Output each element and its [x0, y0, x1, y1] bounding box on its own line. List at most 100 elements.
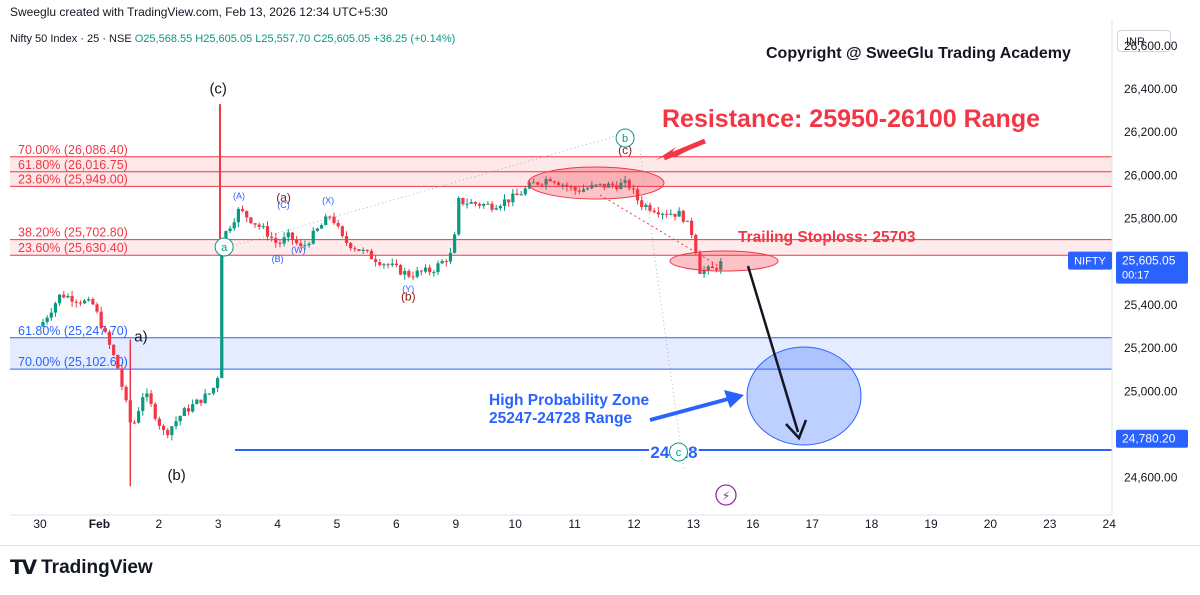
wave-circle — [214, 237, 234, 257]
candle-body — [74, 301, 78, 303]
candle-body — [407, 271, 411, 277]
target-price-label: 24,780.20 — [1122, 432, 1176, 446]
candle-body — [710, 266, 715, 269]
tv-logo-icon: 𝗧𝗩 — [10, 557, 37, 579]
candle-body — [685, 220, 690, 222]
candle-body — [665, 213, 669, 215]
candle-body — [349, 242, 353, 249]
candle-body — [477, 203, 482, 206]
candle-body — [195, 399, 199, 405]
candle-body — [681, 210, 685, 222]
resistance-arrow-shaft — [663, 138, 706, 161]
countdown-label: 00:17 — [1122, 270, 1150, 282]
wave-circle — [615, 128, 635, 148]
candle-body — [374, 259, 378, 263]
candle-body — [590, 184, 594, 189]
candle-body — [648, 204, 652, 211]
candle-body — [224, 231, 228, 243]
candle-body — [606, 183, 611, 188]
candle-body — [706, 266, 710, 270]
candle-body — [240, 208, 245, 211]
projection-dotted-line — [639, 149, 685, 471]
x-tick-label: 19 — [924, 517, 938, 531]
y-tick-label: 26,400.00 — [1124, 82, 1178, 96]
y-tick-label: 25,400.00 — [1124, 298, 1178, 312]
candle-body — [265, 226, 270, 237]
target-price-tag — [1116, 429, 1188, 448]
wave-label: (Y) — [402, 284, 414, 294]
wave-label: (W) — [291, 245, 306, 255]
candle-body — [87, 299, 91, 301]
symbol-name[interactable]: Nifty 50 Index · 25 · NSE — [10, 33, 132, 45]
candle-body — [465, 203, 469, 205]
candle-body — [440, 261, 444, 264]
candle-body — [311, 230, 315, 244]
price-chart[interactable]: 70.00% (26,086.40)61.80% (26,016.75)23.6… — [0, 0, 1200, 545]
lightning-icon-glyph: ⚡ — [722, 489, 730, 503]
candle-body — [602, 183, 606, 188]
candle-body — [540, 184, 544, 186]
fib-label: 38.20% (25,702.80) — [18, 226, 128, 240]
target-circle — [746, 346, 862, 446]
candle-body — [361, 249, 365, 251]
wave-label: c — [676, 447, 682, 459]
candle-body — [415, 270, 419, 277]
candle-body — [120, 368, 124, 387]
candle-body — [548, 179, 552, 182]
candle-body — [145, 393, 149, 398]
high-probability-zone — [10, 337, 1112, 370]
candle-body — [253, 223, 257, 225]
candle-body — [166, 429, 170, 436]
candle-body — [353, 248, 357, 250]
y-tick-label: 25,000.00 — [1124, 384, 1178, 398]
ohlc-high: H25,605.05 — [195, 33, 253, 45]
wave-label: (X) — [322, 195, 334, 205]
candle-body — [78, 302, 82, 304]
x-tick-label: 18 — [865, 517, 879, 531]
candle-body — [344, 236, 349, 243]
wave-label: (b) — [401, 290, 416, 304]
fib-levels-layer: 70.00% (26,086.40)61.80% (26,016.75)23.6… — [10, 143, 1112, 370]
candle-body — [394, 263, 398, 266]
candle-body — [45, 317, 49, 322]
tradingview-logo[interactable]: 𝗧𝗩 TradingView — [10, 555, 153, 580]
fib-label: 23.60% (25,630.40) — [18, 241, 128, 255]
currency-selector[interactable]: INR — [1117, 30, 1171, 52]
projection-dotted-line — [599, 194, 723, 269]
candle-body — [536, 182, 540, 185]
candle-body — [182, 408, 186, 417]
candle-body — [669, 213, 673, 215]
candle-body — [594, 184, 598, 186]
candle-body — [382, 264, 386, 266]
x-tick-label: 24 — [1103, 517, 1117, 531]
candle-body — [99, 311, 103, 329]
candle-body — [315, 228, 319, 231]
y-tick-label: 26,200.00 — [1124, 125, 1178, 139]
candle-body — [132, 422, 137, 424]
x-tick-label: 17 — [806, 517, 820, 531]
candle-body — [261, 226, 265, 228]
candle-body — [216, 378, 220, 388]
candle-body — [390, 263, 394, 265]
candle-body — [690, 220, 694, 235]
candle-body — [453, 234, 457, 253]
candle-body — [611, 183, 615, 186]
candle-body — [444, 261, 448, 263]
candle-body — [174, 421, 178, 427]
y-tick-label: 25,200.00 — [1124, 341, 1178, 355]
candle-body — [378, 262, 382, 265]
fib-label: 70.00% (25,102.60) — [18, 355, 128, 369]
candle-body — [249, 217, 253, 224]
candle-body — [319, 225, 324, 229]
candle-body — [332, 216, 336, 224]
x-tick-label: 10 — [509, 517, 523, 531]
wave-label: (c) — [209, 80, 227, 97]
axis-layer: 26,600.00 26,400.00 26,200.00 26,000.00 25,8… — [10, 20, 1188, 531]
candle-body — [544, 179, 548, 185]
candle-body — [124, 386, 128, 401]
candle-body — [232, 222, 236, 229]
wave-label: (b) — [167, 467, 185, 484]
wave-label: (A) — [233, 191, 245, 201]
x-tick-label: 11 — [568, 517, 581, 531]
candle-body — [519, 194, 523, 196]
